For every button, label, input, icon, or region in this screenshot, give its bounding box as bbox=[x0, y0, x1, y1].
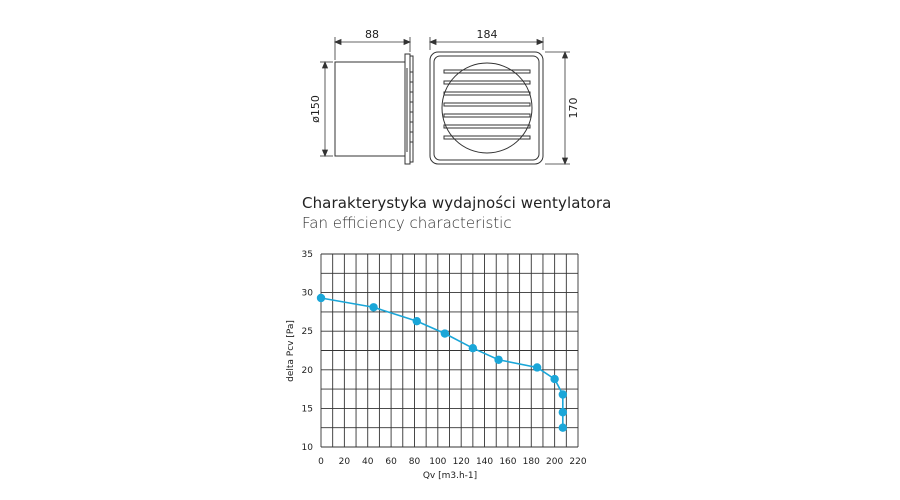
y-tick-label: 20 bbox=[302, 366, 314, 376]
chart-tick-labels: 0 20 40 60 80 100 120 140 160 180 200 220 10 15 20 25 30… bbox=[302, 250, 587, 467]
x-tick-label: 160 bbox=[499, 457, 516, 467]
data-point bbox=[558, 408, 568, 417]
chart-series bbox=[316, 293, 568, 432]
grille-louvers bbox=[443, 69, 531, 140]
x-tick-label: 20 bbox=[339, 457, 351, 467]
y-tick-label: 30 bbox=[302, 289, 314, 299]
chart-title-english: Fan efficiency characteristic bbox=[302, 214, 512, 232]
data-point bbox=[468, 343, 478, 353]
x-tick-label: 220 bbox=[569, 457, 586, 467]
dimension-width-label: 184 bbox=[477, 28, 498, 41]
data-point bbox=[550, 374, 559, 384]
data-point bbox=[558, 390, 568, 399]
chart-title-polish: Charakterystyka wydajności wentylatora bbox=[302, 194, 612, 212]
x-tick-label: 140 bbox=[476, 457, 493, 467]
y-tick-label: 15 bbox=[302, 404, 313, 414]
x-tick-label: 120 bbox=[453, 457, 470, 467]
data-point bbox=[316, 293, 326, 303]
x-tick-label: 200 bbox=[546, 457, 563, 467]
x-tick-label: 180 bbox=[523, 457, 540, 467]
dimension-lines bbox=[320, 37, 570, 166]
fan-technical-drawing: 88 184 ø150 170 bbox=[309, 28, 580, 166]
y-tick-label: 10 bbox=[302, 443, 314, 453]
data-point bbox=[440, 329, 450, 338]
data-point bbox=[558, 423, 568, 432]
front-view bbox=[429, 51, 544, 165]
data-point bbox=[412, 316, 421, 326]
x-tick-label: 100 bbox=[429, 457, 446, 467]
data-point bbox=[369, 303, 378, 312]
x-tick-label: 60 bbox=[385, 457, 397, 467]
y-tick-label: 35 bbox=[302, 250, 313, 260]
dimension-depth-label: 88 bbox=[365, 28, 379, 41]
data-point bbox=[494, 355, 503, 364]
side-view bbox=[334, 53, 414, 165]
x-tick-label: 0 bbox=[318, 457, 324, 467]
y-tick-label: 25 bbox=[302, 327, 313, 337]
x-axis-label: Qv [m3.h-1] bbox=[423, 471, 477, 481]
data-point bbox=[532, 363, 542, 372]
dimension-height-label: 170 bbox=[567, 98, 580, 119]
chart-grid bbox=[320, 253, 579, 448]
x-tick-label: 80 bbox=[409, 457, 421, 467]
x-tick-label: 40 bbox=[362, 457, 374, 467]
y-axis-label: delta Pcv [Pa] bbox=[286, 320, 296, 382]
dimension-diameter-label: ø150 bbox=[309, 95, 322, 123]
